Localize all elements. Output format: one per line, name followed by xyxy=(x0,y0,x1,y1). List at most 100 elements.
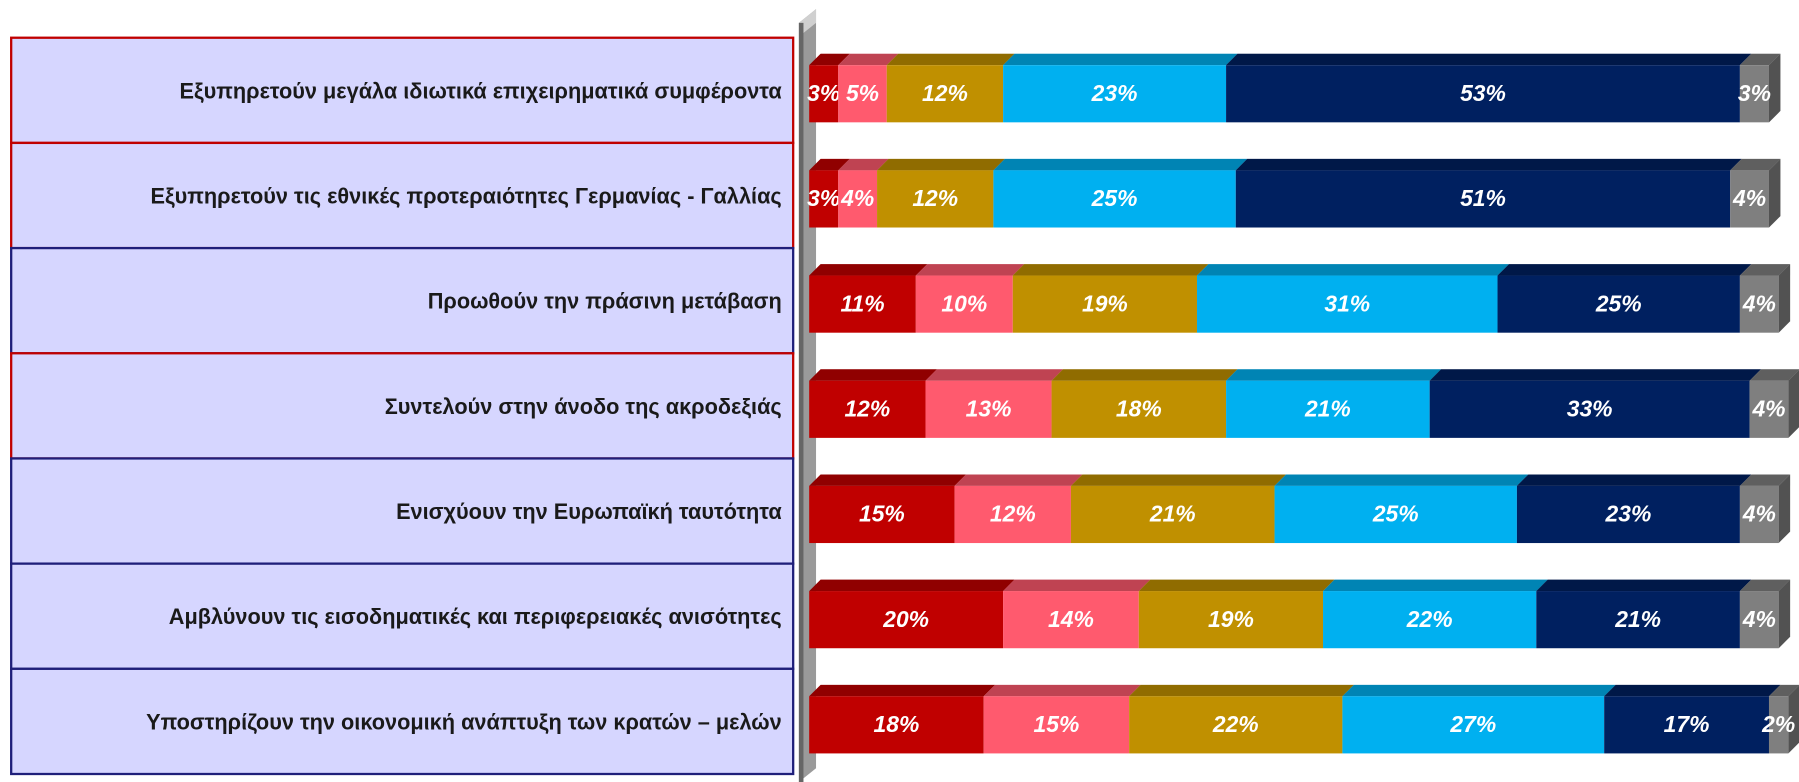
bar-top-shade xyxy=(886,53,1015,66)
data-label: 11% xyxy=(840,290,884,316)
data-label: 4% xyxy=(1751,395,1785,421)
bar-top-shade xyxy=(1739,579,1791,592)
bar-side-shade xyxy=(1768,158,1781,228)
bar-top-shade xyxy=(877,158,1005,171)
bar-side xyxy=(1778,474,1791,544)
bar xyxy=(1739,591,1779,649)
bar-top-shade xyxy=(809,158,850,171)
bar-top-shade xyxy=(1739,474,1791,486)
data-label: 12% xyxy=(844,395,890,421)
data-label: 4% xyxy=(1742,290,1776,316)
data-label: 51% xyxy=(1460,185,1506,211)
bar-side xyxy=(1778,579,1791,649)
bar xyxy=(1226,65,1740,123)
bar-top xyxy=(809,369,937,381)
bar xyxy=(983,696,1130,754)
bar-top xyxy=(993,158,1248,171)
bar-top-shade xyxy=(1012,264,1209,276)
bar-side-shade xyxy=(1778,474,1791,544)
bar-top xyxy=(1003,579,1151,592)
bar xyxy=(877,170,994,228)
bar-top xyxy=(809,53,850,66)
bar xyxy=(886,65,1004,123)
bar-side-shade xyxy=(1778,264,1791,333)
bar-top-shade xyxy=(1235,158,1742,171)
bar-top-shade xyxy=(1768,684,1799,697)
category-label: Συντελούν στην άνοδο της ακροδεξιάς xyxy=(385,394,782,419)
bar-top-shade xyxy=(1739,264,1791,276)
bar-top xyxy=(1739,264,1791,276)
bar-top xyxy=(809,579,1015,592)
bar-top-shade xyxy=(1342,684,1616,697)
bar xyxy=(1739,65,1769,123)
bar-side-shade xyxy=(1788,685,1799,754)
bar-top xyxy=(915,264,1025,276)
data-label: 18% xyxy=(1116,395,1162,421)
category-box xyxy=(10,141,795,250)
bar-side xyxy=(1768,158,1781,228)
bar xyxy=(1604,696,1769,754)
bar xyxy=(809,485,955,544)
bar-top xyxy=(1003,53,1238,66)
bar-top-shade xyxy=(838,53,899,66)
bar-top xyxy=(1274,474,1529,486)
bar xyxy=(1497,275,1740,333)
bar-side-shade xyxy=(1778,579,1791,649)
data-label: 12% xyxy=(990,501,1036,527)
category-label: Ενισχύουν την Ευρωπαϊκή ταυτότητα xyxy=(396,499,782,524)
data-label: 21% xyxy=(1614,606,1661,632)
bar xyxy=(1235,170,1731,228)
bar-top xyxy=(877,158,1005,171)
category-box xyxy=(10,562,795,670)
category-label: Εξυπηρετούν μεγάλα ιδιωτικά επιχειρηματι… xyxy=(179,78,782,103)
bar xyxy=(809,170,839,228)
bar xyxy=(1536,591,1740,649)
bar-top-shade xyxy=(1196,264,1509,276)
data-label: 13% xyxy=(966,395,1012,421)
bar-top xyxy=(925,369,1063,381)
bar-top-shade xyxy=(1003,53,1238,66)
bar-top xyxy=(1226,369,1442,381)
bar-top xyxy=(1196,264,1509,276)
bar xyxy=(1003,65,1227,123)
bar-top-shade xyxy=(809,369,937,381)
data-label: 3% xyxy=(807,185,840,211)
data-label: 14% xyxy=(1048,606,1094,632)
bar-top xyxy=(1739,474,1791,486)
bar-top xyxy=(1012,264,1209,276)
bar xyxy=(809,275,916,333)
data-label: 17% xyxy=(1664,711,1710,737)
bar-top xyxy=(1536,579,1752,592)
bar-top xyxy=(809,158,850,171)
bar xyxy=(1274,485,1517,544)
bar xyxy=(1012,275,1197,333)
bar xyxy=(1429,380,1750,438)
bar xyxy=(1739,275,1779,333)
bar xyxy=(838,170,878,228)
bar-top xyxy=(983,684,1141,697)
data-label: 25% xyxy=(1595,290,1642,316)
bar xyxy=(1070,485,1275,544)
bar-top-shade xyxy=(1323,579,1548,592)
bar-top-shade xyxy=(1003,579,1151,592)
bar-top-shade xyxy=(809,53,850,66)
data-label: 21% xyxy=(1149,501,1196,527)
bar-side xyxy=(1788,685,1799,754)
bar xyxy=(1323,591,1537,649)
bar xyxy=(1342,696,1605,754)
data-label: 20% xyxy=(882,606,929,632)
bar xyxy=(1749,380,1789,438)
bar-top-shade xyxy=(915,264,1025,276)
bar-top-shade xyxy=(1051,369,1238,381)
data-label: 10% xyxy=(941,290,987,316)
bar xyxy=(993,170,1236,228)
data-label: 31% xyxy=(1324,290,1370,316)
bar-side xyxy=(1778,264,1791,333)
data-label: 4% xyxy=(1732,185,1766,211)
data-label: 15% xyxy=(859,501,905,527)
bar-top xyxy=(838,158,889,171)
bar-top xyxy=(1749,369,1799,381)
bar-side xyxy=(1768,53,1781,123)
category-label: Εξυπηρετούν τις εθνικές προτεραιότητες Γ… xyxy=(150,184,781,209)
bar-top xyxy=(1768,684,1799,697)
